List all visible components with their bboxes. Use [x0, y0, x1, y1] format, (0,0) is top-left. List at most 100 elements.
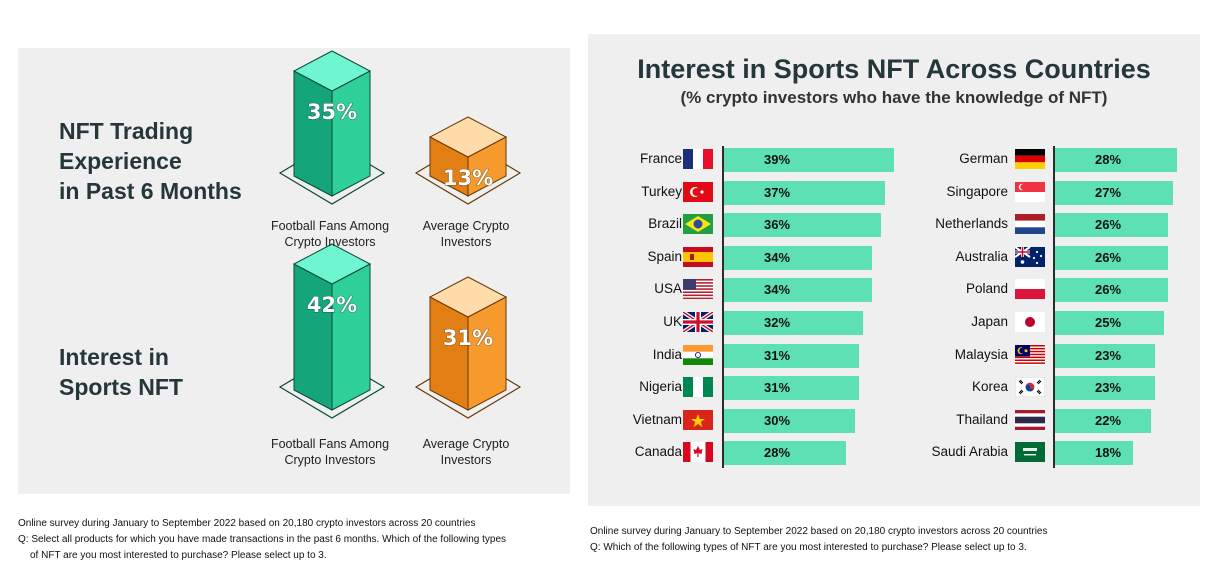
country-label: Vietnam	[632, 411, 682, 427]
bar-value-label: 26%	[1095, 217, 1122, 233]
country-label: UK	[663, 314, 682, 329]
country-row: Singapore 27%	[588, 180, 1200, 205]
country-row: India 31%	[588, 343, 1200, 368]
flag-icon-netherlands	[1015, 214, 1045, 235]
block-value-label: 13%	[443, 166, 493, 190]
section2-title-line: Sports NFT	[59, 374, 183, 400]
bar	[724, 311, 863, 335]
country-label: USA	[654, 281, 682, 297]
country-row: France 39%	[588, 148, 1200, 172]
footnote-line: Online survey during January to Septembe…	[590, 526, 1048, 537]
left-footnote: Online survey during January to Septembe…	[18, 516, 506, 564]
right-footnote: Online survey during January to Septembe…	[590, 524, 1048, 556]
block-left-face	[293, 263, 333, 411]
bar-value-label: 39%	[764, 152, 791, 167]
bar-value-label: 28%	[764, 445, 791, 461]
footnote-line: of NFT are you most interested to purcha…	[30, 550, 327, 561]
block-top-face	[428, 276, 508, 318]
section1-title-line: Experience	[59, 148, 182, 174]
country-label: Turkey	[641, 183, 682, 199]
country-label: Netherlands	[935, 216, 1008, 232]
flag-icon-saudi-arabia	[1015, 442, 1045, 463]
flag-icon-japan	[1015, 312, 1045, 332]
flag-icon-singapore	[1015, 181, 1045, 202]
bar	[724, 245, 872, 270]
bar	[724, 408, 855, 433]
country-row: Netherlands 26%	[588, 213, 1200, 238]
bar	[724, 148, 894, 172]
country-row: Malaysia 23%	[588, 343, 1200, 368]
left-panel: NFT Trading Experience in Past 6 Months …	[18, 48, 570, 494]
bar	[724, 213, 881, 238]
bar-value-label: 27%	[1095, 184, 1122, 200]
bar-value-label: 23%	[1095, 347, 1122, 363]
country-row: Turkey 37%	[588, 180, 1200, 205]
axis-line-left	[722, 146, 724, 468]
bar	[724, 180, 885, 205]
bar	[724, 278, 872, 303]
country-row: Saudi Arabia 18%	[588, 441, 1200, 466]
label-line: Investors	[440, 453, 492, 467]
block-top-face	[292, 243, 372, 285]
footnote-line: Q: Which of the following types of NFT a…	[590, 542, 1027, 553]
block-fans-interest: 42%	[278, 243, 386, 419]
flag-icon-india	[683, 344, 713, 365]
flag-icon-poland	[1015, 279, 1045, 300]
flag-icon-turkey	[683, 181, 713, 202]
block-value-label: 42%	[307, 293, 357, 317]
country-label: Thailand	[956, 411, 1008, 427]
bar-value-label: 28%	[1095, 152, 1122, 167]
country-label: Poland	[965, 281, 1008, 297]
bar	[1055, 408, 1151, 433]
block-right-face	[331, 70, 371, 197]
country-label: German	[959, 151, 1008, 166]
country-row: Poland 26%	[588, 278, 1200, 303]
block-top-face	[292, 50, 372, 92]
bar-value-label: 36%	[764, 217, 791, 233]
flag-icon-uk	[681, 310, 715, 334]
blocks-chart: 35% 13% 42% 31%	[278, 50, 522, 419]
chart-subtitle: (% crypto investors who have the knowled…	[680, 88, 1108, 107]
bar	[1055, 213, 1168, 238]
country-row: Japan 25%	[588, 311, 1200, 335]
flag-icon-usa	[683, 279, 713, 300]
section2-title: Interest in Sports NFT	[59, 342, 183, 402]
country-row: Brazil 36%	[588, 213, 1200, 238]
country-row: Nigeria 31%	[588, 376, 1200, 401]
country-row: German 28%	[588, 148, 1200, 172]
chart-title: Interest in Sports NFT Across Countries	[637, 54, 1151, 84]
section1-title: NFT Trading Experience in Past 6 Months	[59, 116, 242, 206]
bar	[1055, 311, 1164, 335]
flag-icon-brazil	[683, 214, 713, 235]
country-label: Malaysia	[954, 346, 1008, 362]
country-row: Australia 26%	[588, 245, 1200, 270]
bar	[724, 376, 859, 401]
bar-value-label: 26%	[1095, 282, 1122, 298]
bar	[1055, 245, 1168, 270]
block-avg-trading: 13%	[414, 116, 522, 205]
flag-icon-france	[683, 149, 713, 169]
flag-icon-vietnam	[683, 409, 713, 430]
country-label: Korea	[971, 379, 1008, 395]
block-avg-interest: 31%	[414, 276, 522, 419]
label-line: Football Fans Among	[270, 437, 390, 451]
bar	[1055, 148, 1177, 172]
country-label: Nigeria	[639, 379, 682, 395]
country-label: Canada	[634, 444, 682, 460]
axis-line-right	[1053, 146, 1055, 468]
block-fans-trading: 35%	[278, 50, 386, 205]
country-label: Spain	[647, 248, 682, 264]
bar-value-label: 34%	[764, 249, 791, 265]
section2-title-line: Interest in	[59, 344, 169, 370]
flag-icon-australia	[1014, 245, 1045, 267]
label-line: Average Crypto	[422, 219, 510, 233]
label-line: Crypto Investors	[284, 235, 376, 249]
label-line: Crypto Investors	[284, 453, 376, 467]
bar	[1055, 278, 1168, 303]
bar	[724, 441, 846, 466]
section1-title-line: in Past 6 Months	[59, 178, 242, 204]
bar-value-label: 34%	[764, 282, 791, 298]
bar-value-label: 31%	[764, 347, 791, 363]
bar-value-label: 30%	[764, 412, 791, 428]
country-row: Thailand 22%	[588, 408, 1200, 433]
